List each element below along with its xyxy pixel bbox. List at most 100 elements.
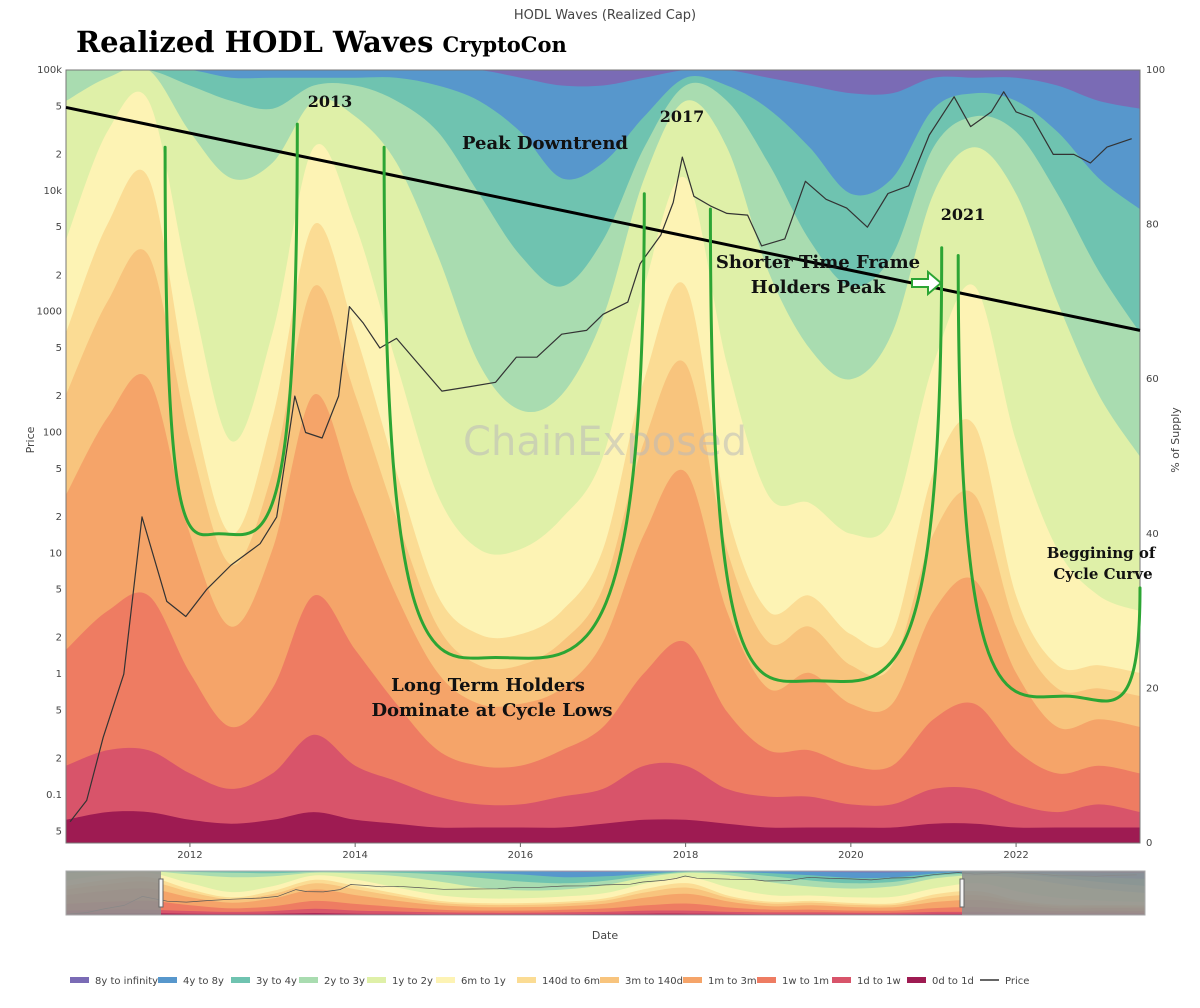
y-left-tick-label: 100k — [37, 65, 62, 76]
y-left-axis-label: Price — [24, 426, 37, 453]
legend-label: 4y to 8y — [183, 976, 224, 987]
legend-label: 6m to 1y — [461, 976, 506, 987]
legend-item[interactable]: 3m to 140d — [600, 976, 683, 987]
y-left-minor-tick-label: 5 — [56, 705, 62, 716]
legend-label: 8y to infinity — [95, 976, 158, 987]
overlay-title-author: CryptoCon — [442, 32, 566, 57]
legend-item[interactable]: 2y to 3y — [299, 976, 365, 987]
arrow-right-icon — [911, 269, 943, 297]
legend-item[interactable]: 6m to 1y — [436, 976, 506, 987]
slider-mask-right — [962, 871, 1145, 915]
label-2017: 2017 — [660, 107, 705, 126]
legend-label: 1w to 1m — [782, 976, 829, 987]
legend-label: 1d to 1w — [857, 976, 901, 987]
axes: 2012 2014 2016 2018 2020 2022100k10k100010010… — [37, 65, 1166, 861]
legend-label: 1y to 2y — [392, 976, 433, 987]
legend-swatch — [436, 977, 455, 983]
peak-downtrend-line — [65, 105, 1141, 332]
long-term-holders-label-line2: Dominate at Cycle Lows — [371, 700, 612, 721]
overlay-title-main: Realized HODL Waves — [76, 25, 433, 59]
peak-downtrend-label: Peak Downtrend — [462, 133, 628, 154]
x-tick-label: 2018 — [673, 850, 698, 861]
cycle-curve-cycle-2 — [382, 145, 646, 660]
legend-item[interactable]: 8y to infinity — [70, 976, 158, 987]
legend-item[interactable]: 1d to 1w — [832, 976, 901, 987]
y-left-minor-tick-label: 5 — [56, 585, 62, 596]
hodl-bands — [66, 70, 1140, 843]
y-left-tick-label: 0.1 — [46, 790, 62, 801]
y-left-tick-label: 100 — [43, 427, 62, 438]
plot-border — [65, 69, 1141, 844]
y-left-minor-tick-label: 5 — [56, 826, 62, 837]
legend-label: 2y to 3y — [324, 976, 365, 987]
y-left-minor-tick-label: 2 — [56, 270, 62, 281]
long-term-holders-label-line1: Long Term Holders — [391, 675, 585, 696]
label-2021: 2021 — [941, 205, 986, 224]
legend-label: 140d to 6m — [542, 976, 600, 987]
y-right-tick-label: 100 — [1146, 65, 1165, 76]
label-2013: 2013 — [308, 92, 353, 111]
y-left-tick-label: 10k — [43, 186, 62, 197]
y-left-minor-tick-label: 2 — [56, 391, 62, 402]
legend-item[interactable]: 4y to 8y — [158, 976, 224, 987]
cycle-curve-cycle-4 — [956, 254, 1142, 703]
beginning-cycle-label-line2: Cycle Curve — [1053, 565, 1152, 583]
cycle-curve-cycle-3 — [708, 207, 944, 684]
annotations: 2013 2017 2021 Peak Downtrend Shorter Time F… — [308, 92, 1157, 721]
legend-swatch — [600, 977, 619, 983]
legend-item[interactable]: 1m to 3m — [683, 976, 757, 987]
legend-swatch — [832, 977, 851, 983]
legend-label: Price — [1005, 976, 1029, 987]
legend-swatch — [70, 977, 89, 983]
y-left-minor-tick-label: 2 — [56, 754, 62, 765]
slider-mask-left — [66, 871, 161, 915]
y-right-tick-label: 60 — [1146, 374, 1159, 385]
legend-item[interactable]: 0d to 1d — [907, 976, 974, 987]
y-right-tick-label: 20 — [1146, 683, 1159, 694]
legend-swatch — [299, 977, 318, 983]
band-0d-to-1d — [66, 811, 1140, 843]
legend-swatch — [517, 977, 536, 983]
chart-title: HODL Waves (Realized Cap) — [514, 8, 696, 23]
y-right-axis-label: % of Supply — [1169, 407, 1182, 473]
y-left-tick-label: 1000 — [37, 307, 62, 318]
legend-label: 0d to 1d — [932, 976, 974, 987]
overlay-title: Realized HODL Waves CryptoCon — [76, 25, 567, 59]
x-tick-label: 2020 — [838, 850, 863, 861]
legend-swatch — [231, 977, 250, 983]
y-left-minor-tick-label: 5 — [56, 101, 62, 112]
legend-swatch — [158, 977, 177, 983]
range-slider[interactable] — [65, 870, 1146, 916]
price-line — [69, 91, 1132, 823]
legend-item[interactable]: 1y to 2y — [367, 976, 433, 987]
x-tick-label: 2022 — [1003, 850, 1028, 861]
slider-handle-right[interactable] — [959, 878, 965, 908]
legend-swatch — [683, 977, 702, 983]
legend-swatch — [367, 977, 386, 983]
legend-item[interactable]: Price — [980, 976, 1029, 987]
legend-item[interactable]: 140d to 6m — [517, 976, 600, 987]
y-right-tick-label: 80 — [1146, 220, 1159, 231]
watermark: ChainExposed — [463, 419, 747, 465]
shorter-time-frame-label-line1: Shorter Time Frame — [716, 252, 920, 273]
x-tick-label: 2016 — [508, 850, 533, 861]
legend-label: 3y to 4y — [256, 976, 297, 987]
legend-label: 3m to 140d — [625, 976, 683, 987]
shorter-time-frame-label-line2: Holders Peak — [751, 277, 886, 298]
legend-label: 1m to 3m — [708, 976, 757, 987]
legend-item[interactable]: 3y to 4y — [231, 976, 297, 987]
legend-item[interactable]: 1w to 1m — [757, 976, 829, 987]
y-left-tick-label: 10 — [49, 548, 62, 559]
y-right-tick-label: 40 — [1146, 529, 1159, 540]
y-left-minor-tick-label: 2 — [56, 633, 62, 644]
y-left-tick-label: 1 — [56, 669, 62, 680]
y-left-minor-tick-label: 2 — [56, 149, 62, 160]
slider-handle-left[interactable] — [158, 878, 164, 908]
y-left-minor-tick-label: 5 — [56, 343, 62, 354]
slider-border — [65, 870, 1146, 916]
y-left-minor-tick-label: 5 — [56, 222, 62, 233]
x-tick-label: 2012 — [177, 850, 202, 861]
beginning-cycle-label-line1: Beggining of — [1047, 544, 1157, 562]
